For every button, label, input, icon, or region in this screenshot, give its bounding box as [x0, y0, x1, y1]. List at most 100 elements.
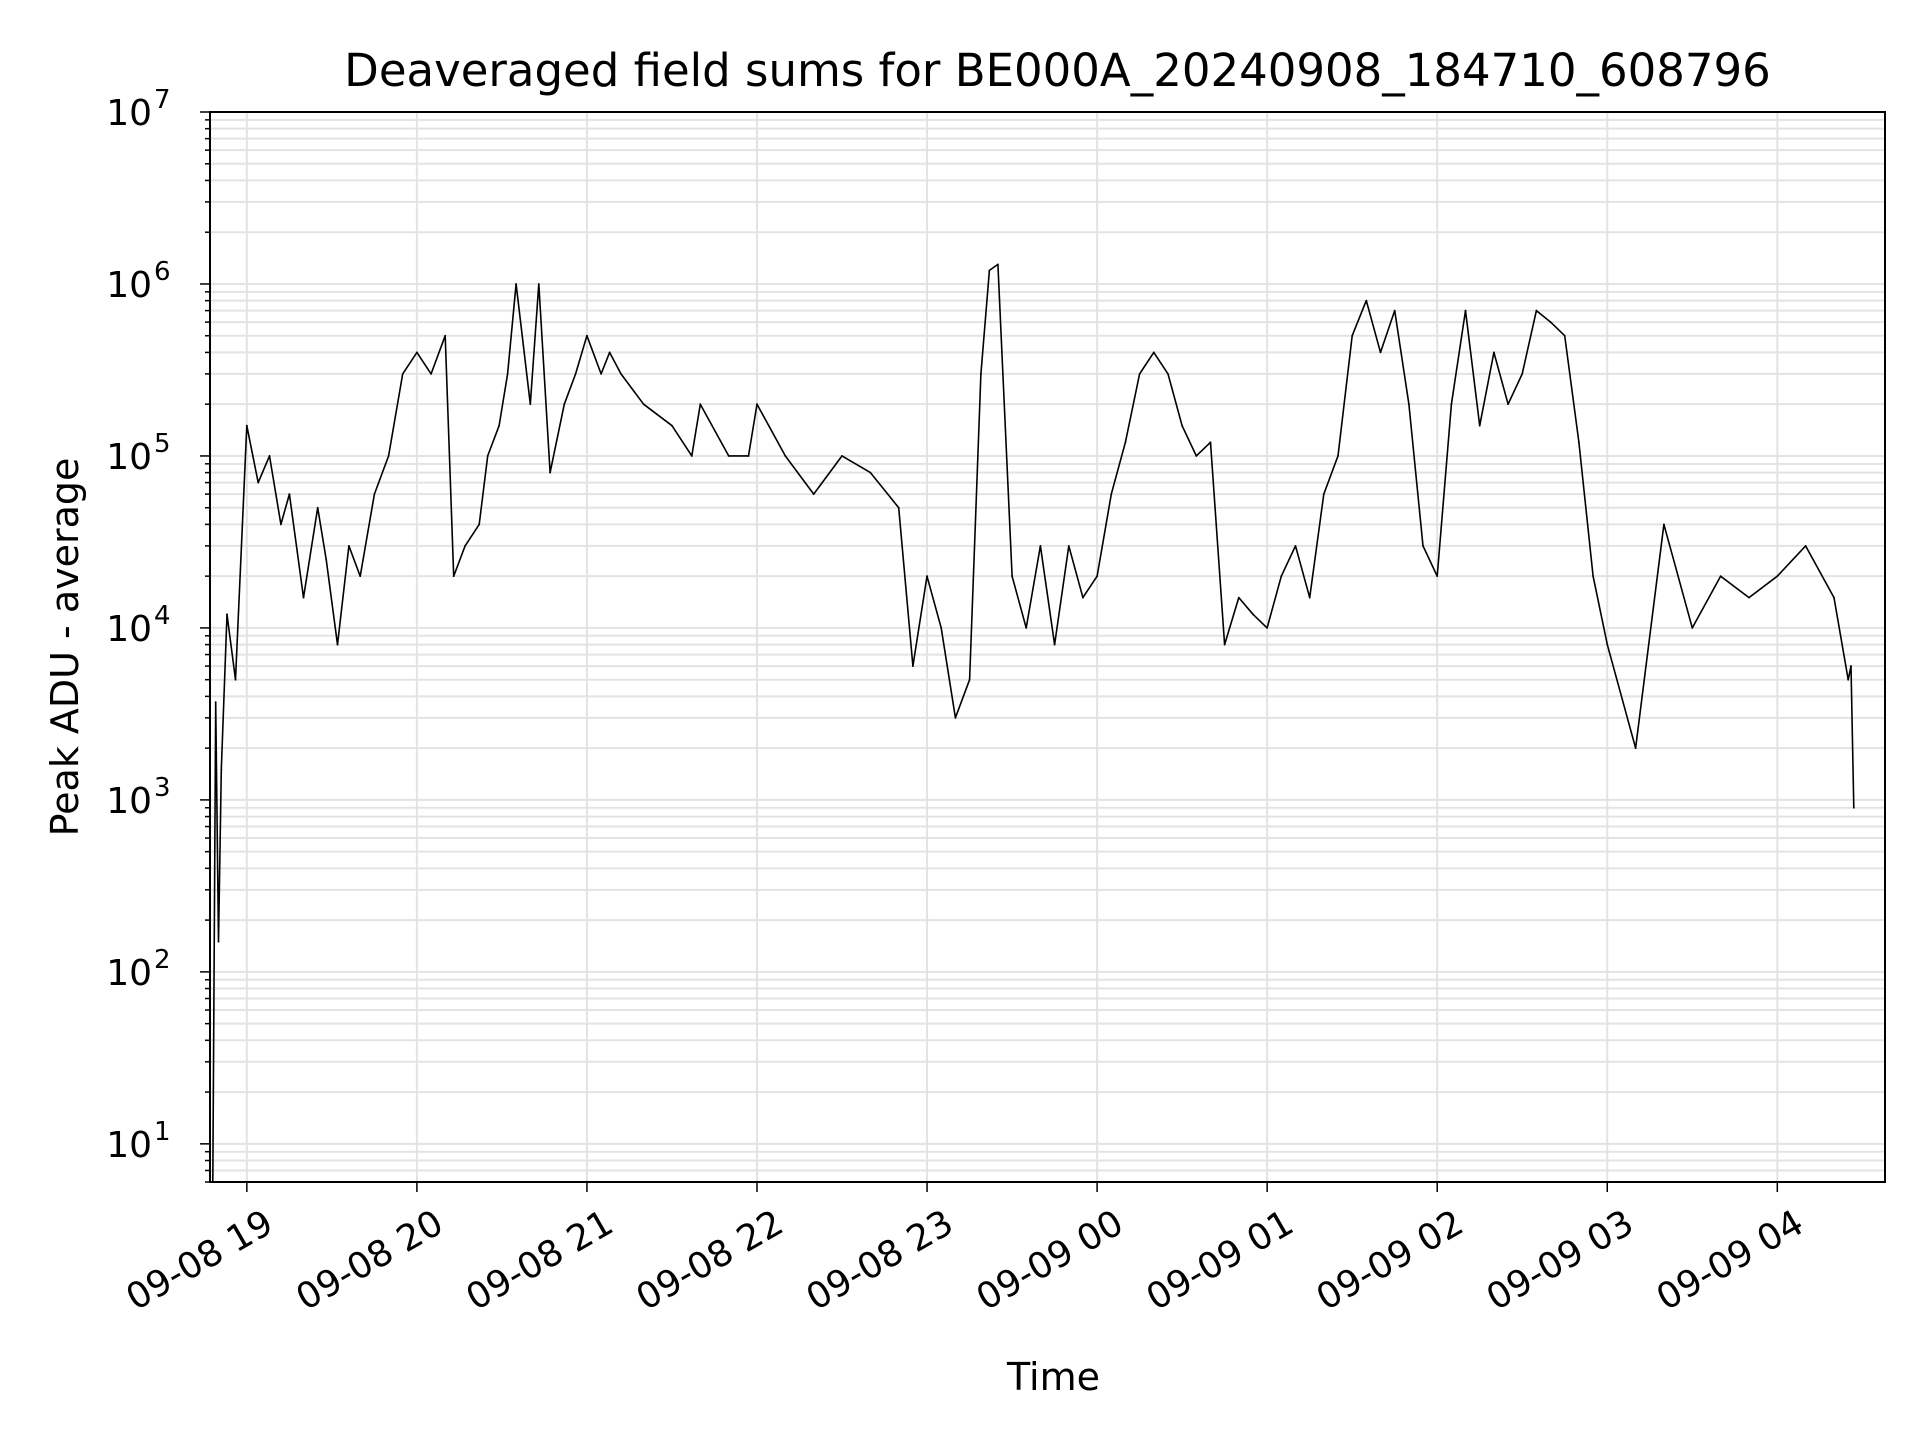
x-axis-label: Time [1006, 1355, 1100, 1399]
data-point [600, 372, 603, 375]
y-tick-label: 10 [106, 265, 152, 306]
data-point [1195, 455, 1198, 457]
data-point [1337, 455, 1339, 457]
data-point [671, 424, 673, 427]
y-tick-label: 10 [106, 437, 152, 478]
data-point [1308, 596, 1311, 599]
data-point [756, 403, 758, 406]
data-point [1393, 309, 1396, 312]
data-point [1266, 627, 1269, 629]
data-point [926, 575, 928, 578]
data-point [954, 716, 957, 719]
data-point [1776, 575, 1779, 578]
data-point [1223, 643, 1226, 646]
data-point [608, 351, 611, 354]
data-point [452, 575, 455, 578]
data-point [1039, 544, 1042, 547]
data-point [1124, 441, 1127, 444]
data-point [997, 263, 999, 266]
data-point [1082, 596, 1084, 599]
data-point [897, 506, 900, 509]
y-tick-label: 10 [106, 609, 152, 650]
data-point [1422, 544, 1424, 547]
data-point [1322, 493, 1325, 496]
data-point [401, 372, 404, 375]
data-point [988, 269, 991, 272]
data-point [515, 283, 517, 285]
data-point [1067, 544, 1070, 547]
data-point [812, 493, 815, 496]
data-point [968, 678, 971, 681]
data-point [373, 493, 376, 496]
y-tick-label: 10 [106, 93, 152, 134]
data-point [1521, 372, 1524, 375]
data-point [316, 506, 319, 509]
data-point [1492, 351, 1495, 354]
data-point [234, 678, 237, 681]
data-point [747, 455, 750, 457]
data-point [1365, 299, 1368, 302]
data-point [1592, 575, 1594, 578]
y-tick-label-exponent: 1 [154, 1117, 171, 1147]
data-point [537, 283, 540, 285]
data-point [444, 334, 447, 337]
data-point [220, 768, 223, 771]
data-point [1691, 627, 1694, 629]
data-point [359, 575, 362, 578]
series-layer [211, 263, 1855, 1183]
chart-title: Deaveraged field sums for BE000A_2024090… [344, 44, 1771, 97]
data-point [1209, 441, 1212, 444]
data-point [1280, 575, 1283, 578]
data-point [214, 701, 217, 704]
data-point [1351, 334, 1354, 337]
data-point [1464, 309, 1467, 312]
data-point [1025, 627, 1028, 629]
data-point [869, 471, 872, 474]
data-point [415, 351, 418, 354]
data-point [268, 455, 271, 457]
data-point [1450, 403, 1453, 406]
grid [210, 111, 1885, 1183]
y-tick-label: 10 [106, 781, 152, 822]
data-point [586, 334, 588, 337]
data-point [257, 481, 260, 484]
data-point [1804, 544, 1807, 547]
data-point [1110, 493, 1113, 496]
y-tick-label: 10 [106, 1125, 152, 1166]
data-point [1563, 334, 1566, 337]
data-point [642, 403, 645, 406]
plot-frame [209, 111, 1886, 1183]
data-point [1096, 575, 1098, 578]
data-point [1053, 643, 1056, 646]
y-tick-label-exponent: 5 [154, 429, 171, 459]
data-point [699, 403, 702, 406]
data-point [690, 455, 693, 457]
data-point [940, 627, 943, 629]
data-point [498, 424, 500, 427]
data-point [430, 372, 432, 375]
data-point [549, 471, 552, 474]
data-point [1252, 613, 1254, 616]
data-point [563, 403, 566, 406]
data-point [464, 544, 466, 547]
y-tick-label-exponent: 4 [154, 601, 171, 631]
data-point [1507, 403, 1509, 406]
y-tick-label-exponent: 2 [154, 945, 171, 975]
data-point [1407, 403, 1410, 406]
data-point [1719, 575, 1722, 578]
data-point [1294, 544, 1297, 547]
data-point [245, 424, 248, 427]
data-point [529, 403, 532, 406]
data-point [1606, 643, 1609, 646]
data-point [226, 613, 228, 616]
data-point [620, 372, 622, 375]
y-tick-label: 10 [106, 953, 152, 994]
data-point [1167, 372, 1169, 375]
data-point [1852, 806, 1855, 809]
data-point [1379, 351, 1382, 354]
y-axis-label: Peak ADU - average [43, 458, 87, 837]
data-point [1478, 424, 1481, 427]
data-point [1578, 441, 1580, 444]
